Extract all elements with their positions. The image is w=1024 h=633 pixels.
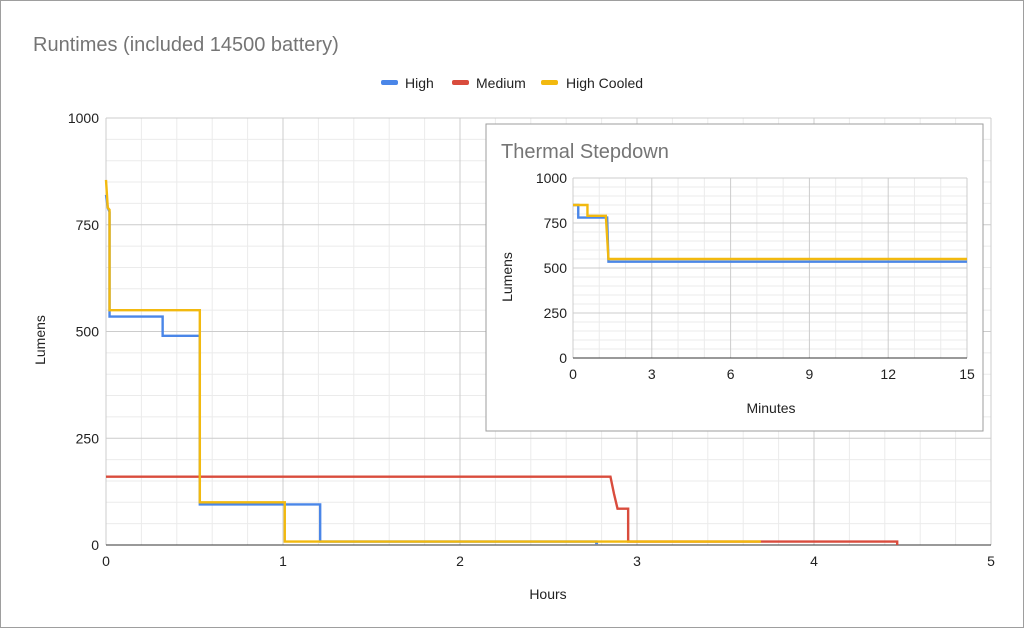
main-series-line-high-cooled[interactable]	[104, 179, 761, 543]
inset-x-tick-label: 15	[959, 366, 975, 382]
main-series-line-medium[interactable]	[106, 475, 899, 545]
legend-item-high-cooled[interactable]: High Cooled	[541, 75, 643, 91]
main-y-tick-label: 750	[76, 217, 100, 233]
chart-title: Runtimes (included 14500 battery)	[33, 34, 339, 56]
main-x-tick-label: 3	[633, 553, 641, 569]
main-x-tick-label: 2	[456, 553, 464, 569]
main-x-tick-label: 5	[987, 553, 995, 569]
legend-swatch-medium	[452, 80, 469, 85]
main-x-tick-label: 0	[102, 553, 110, 569]
inset-x-tick-label: 6	[727, 366, 735, 382]
inset-x-axis-label: Minutes	[746, 400, 795, 416]
inset-plot-area: 0 3 6 9 12 15 0 250 500 750 1000	[536, 170, 975, 382]
inset-chart-title: Thermal Stepdown	[501, 141, 669, 163]
inset-x-tick-label: 9	[806, 366, 814, 382]
main-x-tick-label: 1	[279, 553, 287, 569]
inset-y-axis-label: Lumens	[499, 252, 515, 302]
legend-label-medium: Medium	[476, 75, 526, 91]
main-x-tick-label: 4	[810, 553, 818, 569]
inset-y-tick-label: 750	[544, 215, 568, 231]
legend-label-high: High	[405, 75, 434, 91]
main-y-tick-label: 1000	[68, 110, 99, 126]
legend-swatch-high	[381, 80, 398, 85]
main-y-tick-label: 0	[91, 537, 99, 553]
legend-swatch-high-cooled	[541, 80, 558, 85]
main-y-axis-label: Lumens	[32, 315, 48, 365]
chart-legend: High Medium High Cooled	[381, 75, 643, 91]
inset-y-tick-label: 250	[544, 305, 568, 321]
legend-item-high[interactable]: High	[381, 75, 434, 91]
inset-x-tick-label: 12	[880, 366, 896, 382]
main-x-axis-label: Hours	[529, 586, 566, 602]
inset-x-tick-label: 0	[569, 366, 577, 382]
main-y-tick-label: 250	[76, 430, 100, 446]
legend-label-high-cooled: High Cooled	[566, 75, 643, 91]
inset-y-tick-label: 1000	[536, 170, 567, 186]
legend-item-medium[interactable]: Medium	[452, 75, 526, 91]
inset-y-tick-label: 0	[559, 350, 567, 366]
inset-x-tick-label: 3	[648, 366, 656, 382]
inset-series-line-high-cooled[interactable]	[573, 203, 967, 261]
inset-y-tick-label: 500	[544, 260, 568, 276]
main-y-tick-label: 500	[76, 324, 100, 340]
